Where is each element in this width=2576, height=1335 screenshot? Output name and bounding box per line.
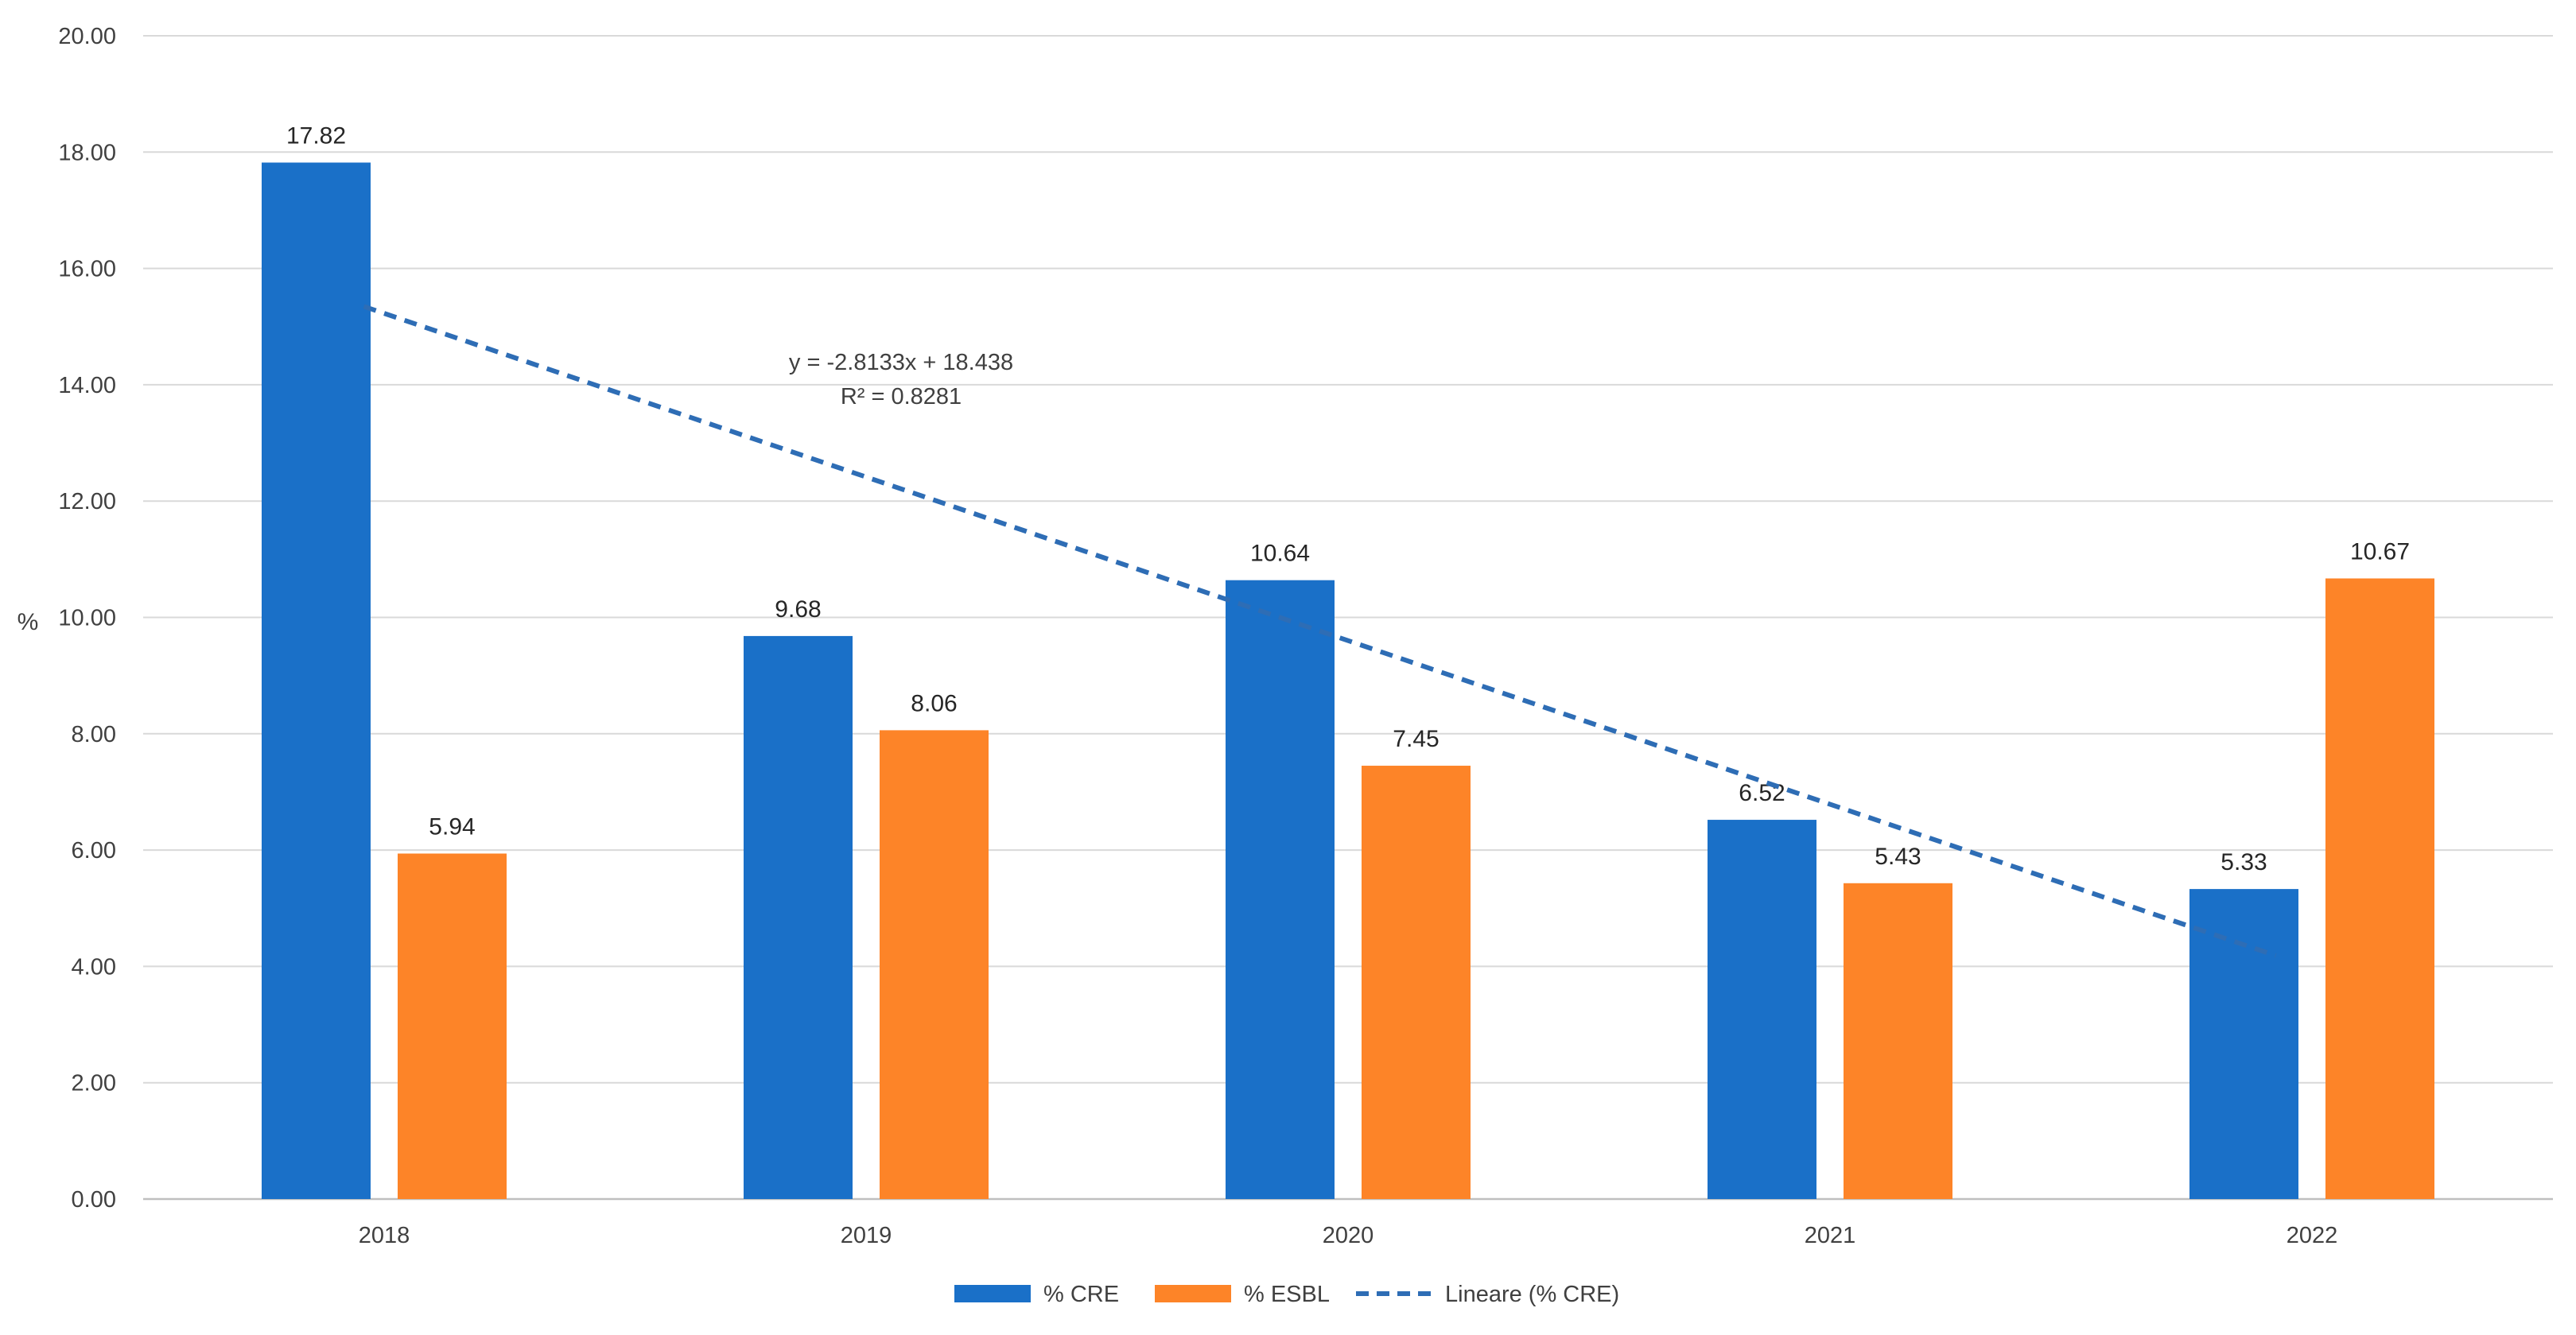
data-label: 5.43 xyxy=(1875,844,1921,870)
y-tick-label: 8.00 xyxy=(72,722,116,747)
trendline-cre xyxy=(363,304,2277,958)
bar-cre-2022 xyxy=(2189,889,2298,1199)
legend-swatch-cre xyxy=(954,1285,1031,1302)
data-label: 10.64 xyxy=(1250,541,1310,567)
y-tick-label: 20.00 xyxy=(58,24,116,49)
x-tick-label: 2019 xyxy=(841,1223,892,1248)
bar-esbl-2022 xyxy=(2325,578,2434,1199)
x-tick-label: 2022 xyxy=(2287,1223,2338,1248)
bar-cre-2019 xyxy=(744,635,853,1199)
data-label: 8.06 xyxy=(911,690,957,716)
y-tick-label: 6.00 xyxy=(72,838,116,863)
trendline-equation: y = -2.8133x + 18.438 xyxy=(789,350,1013,375)
y-tick-labels: 0.00 2.00 4.00 6.00 8.00 10.00 12.00 14.00 16.00… xyxy=(58,24,116,1213)
bar-esbl-2021 xyxy=(1844,883,1952,1199)
data-label: 5.94 xyxy=(429,813,475,840)
x-tick-label: 2021 xyxy=(1805,1223,1856,1248)
legend-label: Lineare (% CRE) xyxy=(1445,1282,1619,1307)
legend-label: % ESBL xyxy=(1244,1282,1330,1307)
y-tick-label: 10.00 xyxy=(58,606,116,631)
data-label: 9.68 xyxy=(775,596,821,623)
data-label: 17.82 xyxy=(286,122,346,149)
data-label: 6.52 xyxy=(1739,780,1785,806)
trendline-annotation: y = -2.8133x + 18.438 R² = 0.8281 xyxy=(789,350,1013,409)
bars xyxy=(262,162,2434,1199)
bar-cre-2020 xyxy=(1226,580,1335,1199)
legend: % CRE % ESBL Lineare (% CRE) xyxy=(954,1282,1619,1307)
y-tick-label: 12.00 xyxy=(58,489,116,514)
y-tick-label: 18.00 xyxy=(58,140,116,165)
y-tick-label: 14.00 xyxy=(58,373,116,398)
y-axis-title: % xyxy=(17,609,39,635)
data-label: 5.33 xyxy=(2220,849,2267,875)
data-label: 10.67 xyxy=(2350,538,2410,565)
x-tick-label: 2020 xyxy=(1323,1223,1374,1248)
y-tick-label: 0.00 xyxy=(72,1187,116,1213)
x-tick-labels: 2018 2019 2020 2021 2022 xyxy=(359,1223,2338,1248)
data-labels: 17.82 5.94 9.68 8.06 10.64 7.45 6.52 5.43 5.33 10… xyxy=(286,122,2410,875)
bar-esbl-2020 xyxy=(1362,766,1471,1199)
data-label: 7.45 xyxy=(1393,726,1439,752)
bar-cre-2021 xyxy=(1708,820,1816,1199)
y-tick-label: 4.00 xyxy=(72,954,116,980)
y-tick-label: 16.00 xyxy=(58,257,116,282)
legend-swatch-esbl xyxy=(1155,1285,1231,1302)
legend-label: % CRE xyxy=(1043,1282,1119,1307)
bar-esbl-2018 xyxy=(398,853,507,1199)
bar-cre-2018 xyxy=(262,162,371,1199)
x-tick-label: 2018 xyxy=(359,1223,410,1248)
trendline-r-squared: R² = 0.8281 xyxy=(841,384,962,409)
trendline-layer xyxy=(363,304,2277,958)
gridlines xyxy=(143,35,2553,1201)
bar-esbl-2019 xyxy=(880,730,989,1199)
y-tick-label: 2.00 xyxy=(72,1071,116,1096)
